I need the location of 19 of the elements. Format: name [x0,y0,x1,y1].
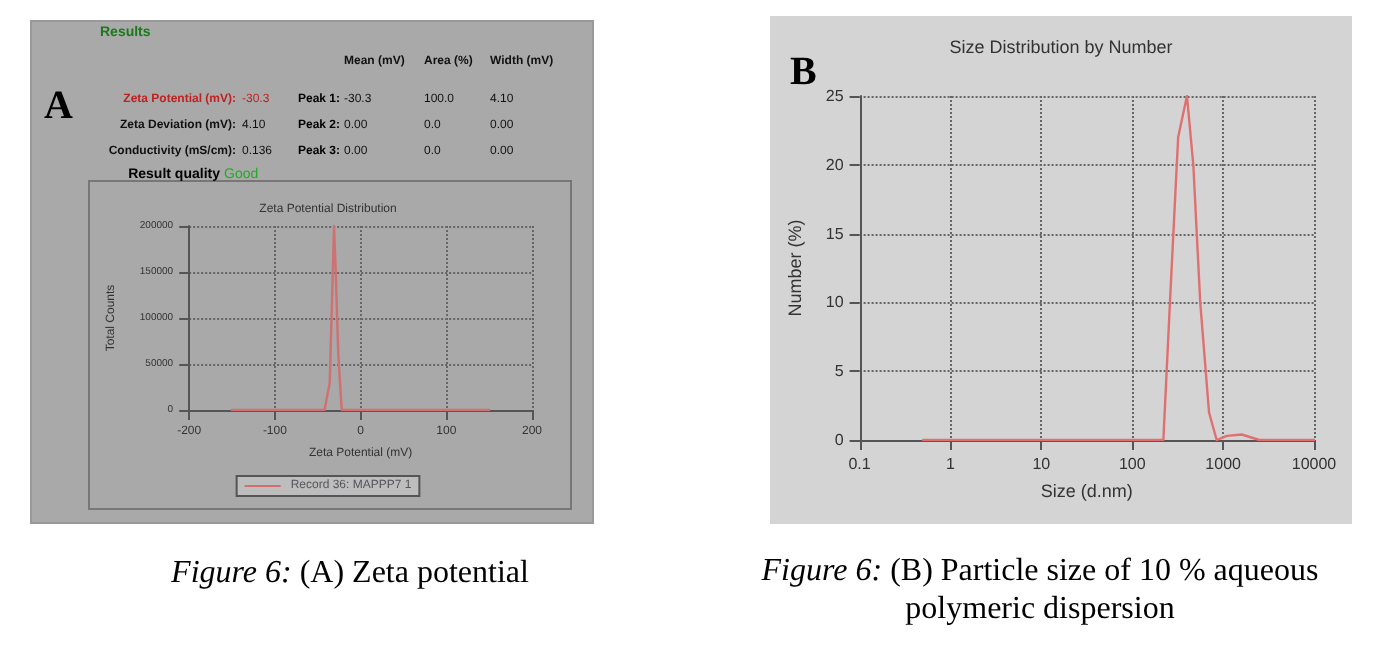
y-axis-title: Number (%) [785,219,805,317]
y-tick-label: 5 [834,362,845,381]
x-tick-label: 10000 [1291,455,1338,473]
caption: Figure 6: (A) Zeta potential [169,556,531,592]
y-tick-label: 25 [825,87,845,105]
x-tick-label: 1000 [1205,455,1243,473]
x-axis-title: Size (d.nm) [1040,480,1133,501]
chart-title: Size Distribution by Number [949,37,1173,57]
y-tick-label: 20 [825,155,845,174]
text: A [44,84,73,130]
caption: Figure 6: (B) Particle size of 10 % aqueous polymeric dispersion [759,552,1321,628]
x-tick-label: 100 [1118,455,1147,473]
y-tick-label: 15 [825,224,845,243]
x-tick-label: 1 [946,455,957,473]
x-tick-label: 10 [1032,455,1052,473]
x-tick-label: 0.1 [848,455,872,473]
y-tick-label: 10 [825,293,845,312]
line-series [230,224,491,412]
text: B [790,50,817,96]
